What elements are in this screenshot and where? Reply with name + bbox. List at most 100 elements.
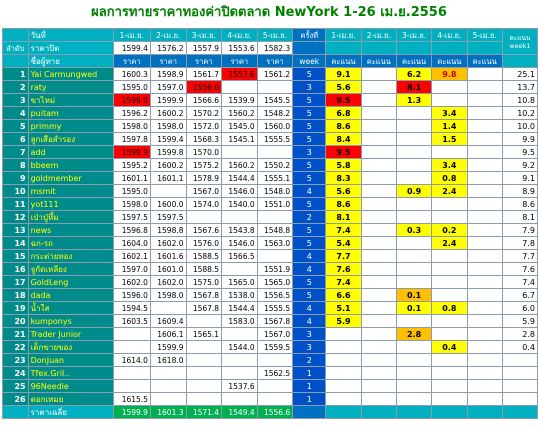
table-row: 25 96Needle 1537.6 1: [2, 379, 538, 393]
score-cell: [466, 210, 503, 224]
price-guess: 1595.0: [112, 80, 151, 94]
date-label: วันที่: [27, 28, 114, 42]
price-guess: [256, 379, 294, 393]
week-total: 7.4: [501, 275, 538, 289]
row-number: 10: [2, 184, 29, 198]
score-cell: [431, 327, 468, 341]
price-guess: 1544.0: [221, 340, 258, 354]
price-guess: [221, 80, 258, 94]
score-cell: [431, 379, 468, 393]
week-count: 5: [292, 236, 327, 250]
score-cell: 8.6: [325, 197, 362, 211]
week-count: 2: [292, 353, 327, 367]
player-name: dada: [27, 288, 114, 302]
score-cell: [431, 262, 468, 276]
week-total: 9.1: [501, 171, 538, 185]
score-cell: [466, 392, 503, 406]
date-header: 1-เม.ย.: [112, 28, 151, 42]
score-cell: [395, 158, 433, 172]
score-cell: 8.1: [395, 80, 433, 94]
week-total: 9.9: [501, 132, 538, 146]
week-total: 9.2: [501, 158, 538, 172]
price-guess: [149, 379, 187, 393]
score-cell: [466, 275, 503, 289]
player-name: จูกัดเหลียง: [27, 262, 114, 276]
row-number: 12: [2, 210, 29, 224]
price-guess: 1598.0: [149, 288, 187, 302]
score-cell: [360, 67, 397, 81]
player-name: bbeem: [27, 158, 114, 172]
price-guess: [112, 366, 151, 380]
price-guess: 1568.3: [185, 132, 223, 146]
price-guess: 1540.0: [221, 197, 258, 211]
score-cell: [431, 197, 468, 211]
score-cell: 1.5: [431, 132, 468, 146]
price-guess: 1596.2: [112, 106, 151, 120]
score-cell: 0.1: [395, 301, 433, 315]
week-total: 25.1: [501, 67, 538, 81]
table-row: 9 goldmember 1601.1 1601.1 1578.9 1544.4 1555.…: [2, 171, 538, 185]
close-price: 1576.2: [149, 41, 187, 55]
score-cell: 9.5: [325, 93, 362, 107]
price-guess: 1546.0: [221, 236, 258, 250]
price-guess: 1546.0: [221, 184, 258, 198]
price-guess: 1601.6: [149, 249, 187, 263]
score-cell: [431, 210, 468, 224]
week-total: 8.6: [501, 197, 538, 211]
week-count: 5: [292, 197, 327, 211]
score-cell: [466, 366, 503, 380]
price-guess: 1597.0: [149, 80, 187, 94]
price-guess: 1565.1: [185, 327, 223, 341]
score-cell: 5.4: [325, 236, 362, 250]
score-cell: 5.6: [325, 184, 362, 198]
table-row: 23 DonJuan 1614.0 1618.0 2: [2, 353, 538, 367]
price-guess: 1575.2: [185, 158, 223, 172]
player-name: goldmember: [27, 171, 114, 185]
score-cell: [360, 353, 397, 367]
price-guess: 1561.7: [185, 67, 223, 81]
score-cell: [466, 171, 503, 185]
row-number: 19: [2, 301, 29, 315]
price-guess: 1576.0: [185, 236, 223, 250]
score-cell: [360, 288, 397, 302]
score-cell: [360, 223, 397, 237]
player-name: ขาไหม่: [27, 93, 114, 107]
score-cell: [395, 249, 433, 263]
row-number: 22: [2, 340, 29, 354]
table-row: 13 news 1596.8 1598.8 1567.6 1543.8 1548.8 5 7.4…: [2, 223, 538, 237]
price-guess: [256, 145, 294, 159]
price-guess: 1544.4: [221, 171, 258, 185]
table-row: 24 Tfex.Gril.. 1562.5 1: [2, 366, 538, 380]
score-cell: [360, 262, 397, 276]
score-cell: [431, 275, 468, 289]
week-count: 5: [292, 158, 327, 172]
score-cell: [466, 145, 503, 159]
price-guess: 1567.0: [185, 184, 223, 198]
week-count: 5: [292, 223, 327, 237]
price-guess: 1566.6: [185, 93, 223, 107]
score-cell: [360, 379, 397, 393]
score-cell: 6.6: [325, 288, 362, 302]
price-guess: [221, 210, 258, 224]
average-price: 1599.9: [112, 405, 151, 419]
price-guess: 1598.0: [149, 119, 187, 133]
price-guess: 1543.8: [221, 223, 258, 237]
table-row: 6 ลูกเสือสำรอง 1597.8 1599.4 1568.3 1545.1 155…: [2, 132, 538, 146]
player-name: กระต่ายทอง: [27, 249, 114, 263]
price-guess: 1597.5: [149, 210, 187, 224]
price-guess: 1599.9: [112, 93, 151, 107]
score-date-header: 3-เม.ย.: [395, 28, 433, 42]
score-cell: 9.8: [431, 67, 468, 81]
row-number: 3: [2, 93, 29, 107]
price-guess: 1567.6: [185, 223, 223, 237]
score-cell: [466, 132, 503, 146]
week-total: 8.9: [501, 184, 538, 198]
footer-row: ราคาเฉลี่ย 1599.9 1601.3 1571.4 1549.4 1556.6: [2, 405, 538, 419]
player-name: Tfex.Gril..: [27, 366, 114, 380]
price-guess: 1595.0: [112, 184, 151, 198]
price-guess: 1588.5: [185, 249, 223, 263]
close-price: 1582.3: [256, 41, 294, 55]
score-cell: [360, 327, 397, 341]
score-cell: [360, 197, 397, 211]
score-cell: [466, 340, 503, 354]
